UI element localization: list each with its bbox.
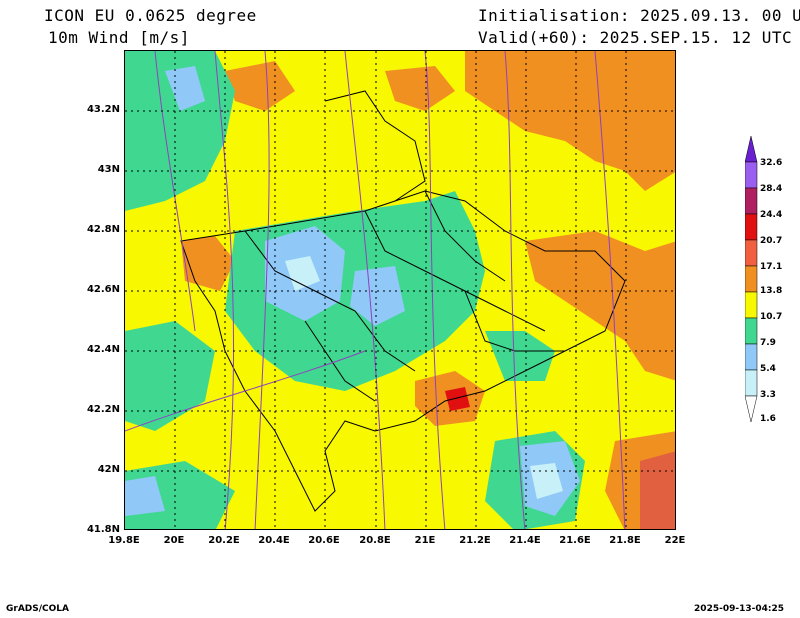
colorbar-swatch	[745, 369, 758, 397]
lon-label: 21.6E	[559, 535, 591, 546]
colorbar-swatch	[745, 265, 758, 293]
lon-label: 19.8E	[108, 535, 140, 546]
wind-map	[124, 50, 676, 530]
lat-label: 42.6N	[86, 284, 120, 295]
colorbar-label: 5.4	[760, 364, 776, 374]
colorbar-swatch	[745, 291, 758, 319]
lon-label: 21E	[414, 535, 436, 546]
map-title: ICON EU 0.0625 degree	[44, 6, 257, 25]
colorbar-swatch	[745, 317, 758, 345]
field-calm-sw	[125, 476, 165, 516]
colorbar-label: 13.8	[760, 286, 783, 296]
colorbar-swatch	[745, 161, 758, 189]
colorbar-arrow-top	[745, 136, 758, 163]
lon-label: 20.6E	[308, 535, 340, 546]
colorbar	[745, 136, 758, 423]
field-high-ne	[465, 51, 675, 191]
lon-label: 21.8E	[609, 535, 641, 546]
lon-label: 21.2E	[459, 535, 491, 546]
lat-label: 42.8N	[86, 224, 120, 235]
field-max-cell	[445, 387, 470, 411]
colorbar-label: 17.1	[760, 262, 783, 272]
colorbar-label: 32.6	[760, 158, 783, 168]
variable-title: 10m Wind [m/s]	[48, 28, 190, 47]
wind-streamlines	[125, 51, 626, 529]
lon-label: 22E	[664, 535, 686, 546]
field-calm-nw	[165, 66, 205, 111]
admin-borders	[180, 90, 626, 512]
lon-label: 20.4E	[258, 535, 290, 546]
colorbar-label: 1.6	[760, 414, 776, 424]
field-high-nw	[225, 61, 295, 111]
lon-label: 20E	[163, 535, 185, 546]
field-calm-2	[350, 266, 405, 326]
colorbar-label: 3.3	[760, 390, 776, 400]
valid-time: Valid(+60): 2025.SEP.15. 12 UTC	[478, 28, 793, 47]
lon-label: 21.4E	[509, 535, 541, 546]
field-low-west	[125, 321, 215, 431]
field-high-east	[525, 231, 675, 381]
colorbar-swatch	[745, 187, 758, 215]
field-verycalm-1	[285, 256, 320, 291]
colorbar-label: 10.7	[760, 312, 783, 322]
initialisation-time: Initialisation: 2025.09.13. 00 UTC	[478, 6, 800, 25]
lat-label: 41.8N	[86, 524, 120, 535]
lat-label: 42.2N	[86, 404, 120, 415]
lon-label: 20.2E	[208, 535, 240, 546]
lat-label: 42.4N	[86, 344, 120, 355]
footer-timestamp: 2025-09-13-04:25	[694, 604, 784, 614]
lat-lon-grid	[125, 51, 675, 529]
colorbar-label: 7.9	[760, 338, 776, 348]
colorbar-swatch	[745, 239, 758, 267]
colorbar-swatch	[745, 213, 758, 241]
colorbar-arrow-bottom	[745, 395, 758, 423]
lat-label: 43N	[97, 164, 120, 175]
colorbar-label: 24.4	[760, 210, 783, 220]
lat-label: 42N	[97, 464, 120, 475]
colorbar-label: 28.4	[760, 184, 783, 194]
field-high-west	[181, 236, 235, 291]
footer-credit: GrADS/COLA	[6, 604, 69, 614]
field-high-north	[385, 66, 455, 111]
wind-field	[125, 51, 675, 529]
colorbar-label: 20.7	[760, 236, 783, 246]
colorbar-swatch	[745, 343, 758, 371]
lon-label: 20.8E	[359, 535, 391, 546]
field-low-east	[485, 331, 555, 381]
field-low-nw	[125, 51, 235, 211]
field-verycalm-2	[530, 463, 563, 499]
field-strong-se	[640, 451, 675, 529]
lat-label: 43.2N	[86, 104, 120, 115]
